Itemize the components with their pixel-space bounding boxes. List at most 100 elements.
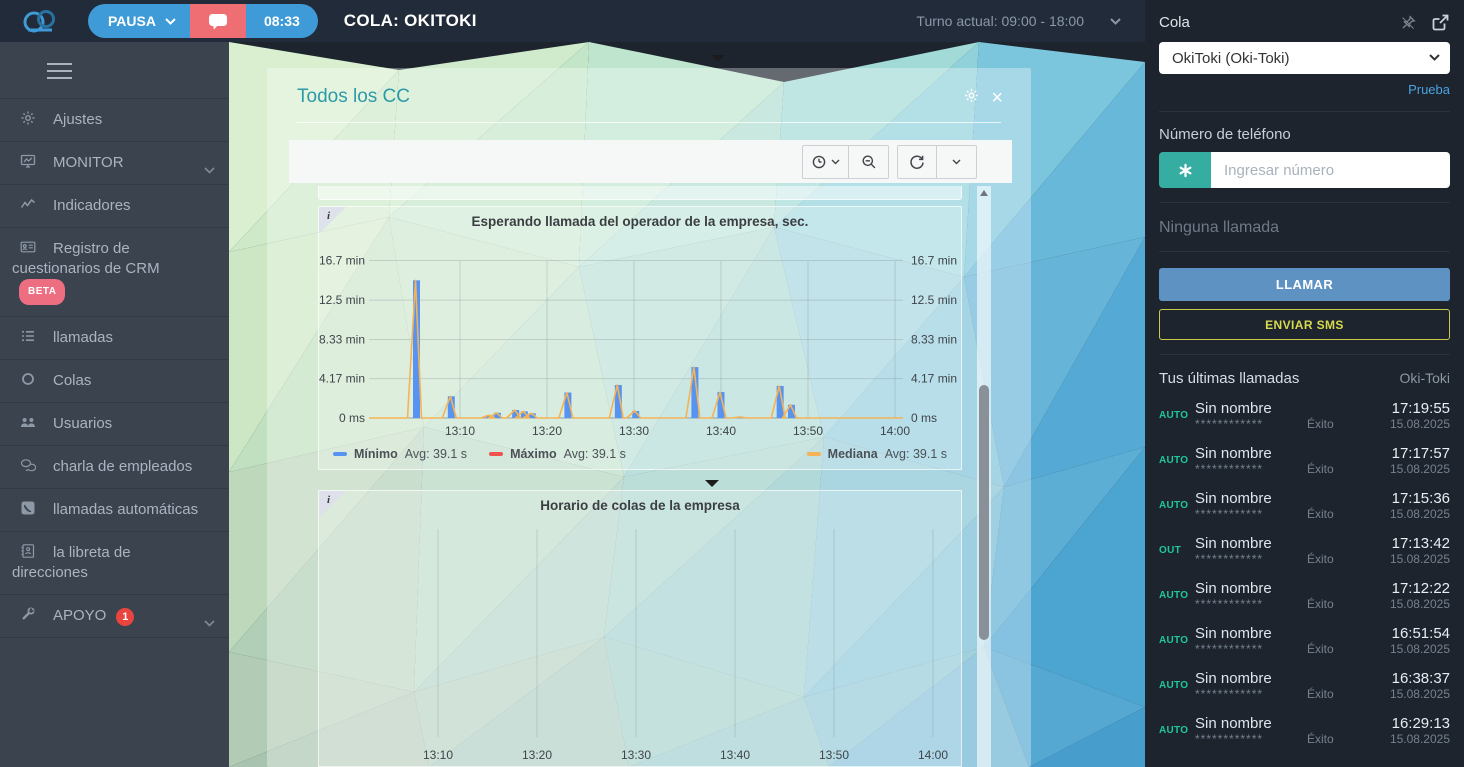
agent-status-pill: PAUSA 08:33 — [88, 4, 318, 38]
legend-series-name: Máximo — [510, 447, 557, 461]
svg-text:14:00: 14:00 — [918, 748, 948, 762]
legend-item-mediana[interactable]: Mediana Avg: 39.1 s — [806, 447, 947, 461]
call-row[interactable]: AUTO Sin nombre 17:17:57 ************ Éx… — [1159, 438, 1450, 483]
scrollbar-thumb[interactable] — [979, 385, 989, 640]
cola-label: Cola — [1159, 14, 1190, 31]
call-row[interactable]: AUTO Sin nombre 17:19:55 ************ Éx… — [1159, 393, 1450, 438]
time-range-button[interactable] — [802, 144, 849, 179]
wrench-icon — [20, 606, 38, 622]
sidebar-item-charla-de-empleados[interactable]: charla de empleados — [0, 445, 229, 488]
panel-info-corner[interactable] — [319, 491, 346, 518]
sidebar-item-indicadores[interactable]: Indicadores — [0, 184, 229, 227]
call-time: 17:19:55 — [1391, 400, 1450, 417]
call-date: 15.08.2025 — [1389, 732, 1450, 746]
chevron-down-icon — [165, 17, 176, 25]
send-sms-button[interactable]: ENVIAR SMS — [1159, 309, 1450, 340]
call-contact-name: Sin nombre — [1195, 400, 1272, 417]
scrolled-panel-edge — [318, 186, 962, 200]
modal-header: Todos los CC × — [267, 68, 1031, 123]
svg-text:13:50: 13:50 — [793, 424, 823, 438]
sidebar-item-llamadas[interactable]: llamadas — [0, 316, 229, 359]
sidebar-item-ajustes[interactable]: Ajustes — [0, 98, 229, 141]
waiting-time-chart[interactable]: 0 ms 0 ms 4.17 min 4.17 min 8.33 min 8.33 min… — [319, 235, 963, 443]
chat-bubble-icon — [208, 13, 227, 29]
circle-icon — [20, 371, 38, 387]
legend-series-name: Mínimo — [354, 447, 398, 461]
chat-button[interactable] — [189, 4, 246, 38]
legend-item-mínimo[interactable]: Mínimo Avg: 39.1 s — [333, 447, 467, 461]
open-external-icon[interactable] — [1431, 13, 1450, 32]
call-contact-name: Sin nombre — [1195, 670, 1272, 687]
zoom-out-button[interactable] — [849, 144, 889, 179]
legend-color-dash — [806, 452, 821, 456]
modal-scrollbar[interactable] — [977, 186, 991, 767]
sidebar-item-label: Ajustes — [53, 111, 103, 128]
top-bar: PAUSA 08:33 COLA: OKITOKI Turno actual: … — [0, 0, 1145, 42]
row-collapse-caret-icon[interactable] — [705, 480, 719, 487]
dial-pad-button[interactable] — [1159, 152, 1211, 188]
status-timer[interactable]: 08:33 — [245, 4, 318, 38]
phone-label: Número de teléfono — [1159, 126, 1291, 143]
call-time: 17:17:57 — [1391, 445, 1450, 462]
info-icon: i — [327, 210, 331, 222]
phone-icon — [20, 500, 38, 516]
gear-icon[interactable] — [964, 88, 979, 108]
svg-text:13:50: 13:50 — [819, 748, 849, 762]
refresh-icon — [910, 154, 924, 169]
chevron-down-icon — [1110, 17, 1121, 25]
call-row[interactable]: AUTO Sin nombre 16:51:54 ************ Éx… — [1159, 618, 1450, 663]
call-row[interactable]: AUTO Sin nombre 16:29:13 ************ Éx… — [1159, 708, 1450, 753]
phone-number-input[interactable] — [1211, 152, 1450, 188]
call-row[interactable]: AUTO Sin nombre 17:12:22 ************ Éx… — [1159, 573, 1450, 618]
refresh-button[interactable] — [897, 144, 937, 179]
sidebar-item-libreta-de-direcciones[interactable]: la libreta de direcciones — [0, 531, 229, 594]
call-date: 15.08.2025 — [1389, 417, 1450, 431]
sidebar-item-registro-cuestionarios-crm[interactable]: Registro de cuestionarios de CRMBETA — [0, 227, 229, 316]
queue-select[interactable]: OkiToki (Oki-Toki) — [1159, 42, 1450, 74]
call-row[interactable]: AUTO Sin nombre 16:38:37 ************ Éx… — [1159, 663, 1450, 708]
legend-item-máximo[interactable]: Máximo Avg: 39.1 s — [489, 447, 626, 461]
shift-selector[interactable]: Turno actual: 09:00 - 18:00 — [916, 13, 1121, 29]
queue-select-value: OkiToki (Oki-Toki) — [1172, 49, 1290, 67]
call-type-badge: AUTO — [1159, 635, 1189, 646]
call-row[interactable]: OUT Sin nombre 17:13:42 ************ Éxi… — [1159, 528, 1450, 573]
sidebar-item-label: llamadas — [53, 329, 114, 346]
prueba-link[interactable]: Prueba — [1408, 82, 1450, 97]
call-button[interactable]: LLAMAR — [1159, 268, 1450, 301]
sidebar-item-apoyo[interactable]: APOYO 1 — [0, 594, 229, 638]
chevron-down-icon — [204, 613, 215, 633]
chart-title: Esperando llamada del operador de la emp… — [471, 214, 809, 229]
dashboard-toolbar — [289, 140, 1012, 183]
call-time: 17:12:22 — [1391, 580, 1450, 597]
row-collapse-caret-icon[interactable] — [711, 55, 725, 62]
call-contact-name: Sin nombre — [1195, 445, 1272, 462]
call-row[interactable]: AUTO Sin nombre 17:15:36 ************ Éx… — [1159, 483, 1450, 528]
call-result: Éxito — [1307, 597, 1334, 611]
close-icon[interactable]: × — [991, 87, 1003, 109]
call-time: 17:15:36 — [1391, 490, 1450, 507]
call-date: 15.08.2025 — [1389, 597, 1450, 611]
sidebar-item-colas[interactable]: Colas — [0, 359, 229, 402]
refresh-interval-button[interactable] — [937, 144, 977, 179]
list-icon — [20, 328, 38, 344]
monitor-icon — [20, 153, 38, 169]
hamburger-menu-icon[interactable] — [0, 42, 229, 98]
sidebar-item-label: la libreta de direcciones — [12, 544, 131, 581]
legend-series-name: Mediana — [827, 447, 878, 461]
svg-text:8.33 min: 8.33 min — [911, 332, 957, 346]
trend-icon — [20, 196, 38, 212]
svg-text:13:20: 13:20 — [522, 748, 552, 762]
sidebar-item-usuarios[interactable]: Usuarios — [0, 402, 229, 445]
call-masked-number: ************ — [1195, 642, 1264, 656]
scroll-up-arrow-icon[interactable] — [980, 190, 988, 196]
pause-button[interactable]: PAUSA — [88, 4, 190, 38]
pin-icon[interactable] — [1400, 14, 1417, 31]
chevron-down-icon — [831, 159, 840, 164]
call-date: 15.08.2025 — [1389, 507, 1450, 521]
sidebar-item-monitor[interactable]: MONITOR — [0, 141, 229, 184]
sidebar-item-llamadas-automaticas[interactable]: llamadas automáticas — [0, 488, 229, 531]
panel-info-corner[interactable] — [319, 207, 346, 234]
call-masked-number: ************ — [1195, 687, 1264, 701]
call-result: Éxito — [1307, 507, 1334, 521]
queue-schedule-chart[interactable]: 13:10 13:20 13:30 13:40 13:50 14:00 — [319, 519, 963, 767]
